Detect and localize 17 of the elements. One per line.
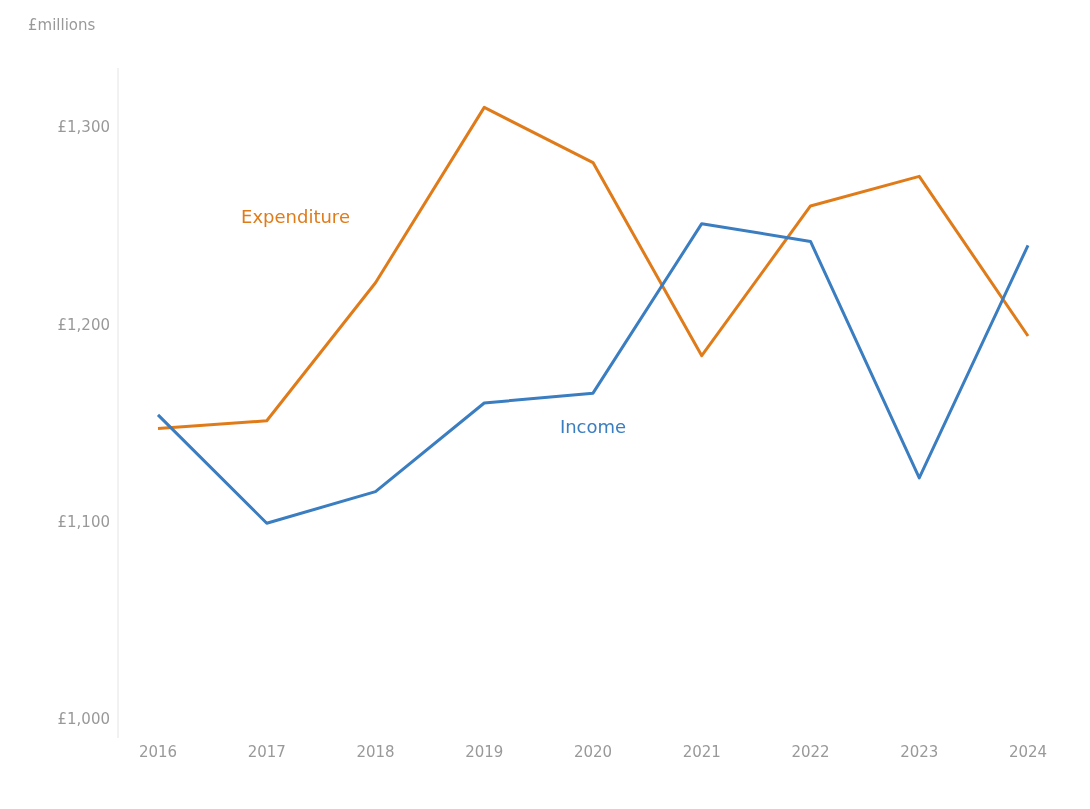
x-tick-label: 2021 xyxy=(682,742,721,761)
x-tick-label: 2023 xyxy=(900,742,939,761)
x-tick-label: 2017 xyxy=(247,742,286,761)
y-tick-label: £1,200 xyxy=(57,315,110,334)
x-tick-label: 2016 xyxy=(138,742,178,761)
series-label: Income xyxy=(559,416,627,438)
y-axis-title: £millions xyxy=(28,16,96,34)
x-tick-label: 2019 xyxy=(465,742,504,761)
text: Expenditure xyxy=(241,205,350,227)
y-tick-label: £1,000 xyxy=(57,709,110,728)
x-tick-label: 2020 xyxy=(573,742,613,761)
y-tick-label: £1,100 xyxy=(57,512,110,531)
line-series xyxy=(156,105,1030,431)
x-tick-label: 2022 xyxy=(791,742,830,761)
x-tick-label: 2024 xyxy=(1008,742,1048,761)
x-tick-label: 2018 xyxy=(356,742,395,761)
y-tick-label: £1,300 xyxy=(57,118,110,137)
